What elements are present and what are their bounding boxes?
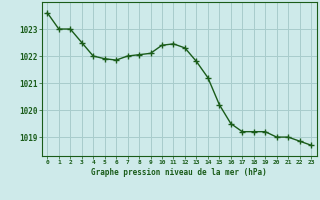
X-axis label: Graphe pression niveau de la mer (hPa): Graphe pression niveau de la mer (hPa) [91, 168, 267, 177]
